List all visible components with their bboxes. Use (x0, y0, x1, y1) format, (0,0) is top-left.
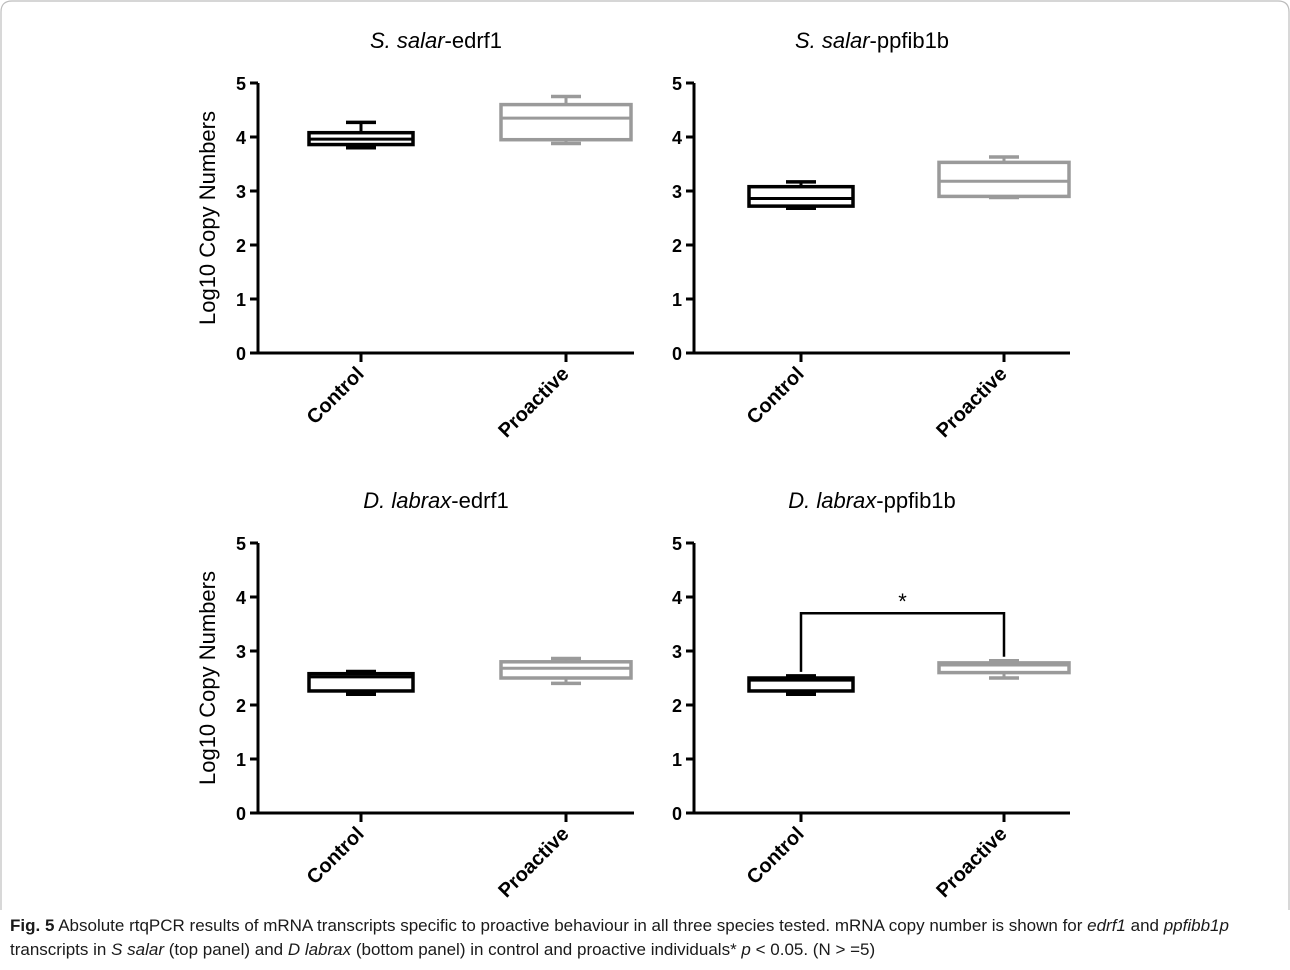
y-tick-label: 4 (672, 588, 682, 608)
y-tick-label: 2 (672, 236, 682, 256)
x-tick-label: Proactive (932, 363, 1011, 442)
y-tick-label: 5 (236, 74, 246, 94)
caption-species: D labrax (287, 940, 352, 959)
caption-text: (top panel) and (164, 940, 288, 959)
y-tick-label: 4 (672, 128, 682, 148)
figure-border (0, 0, 1290, 910)
y-tick-label: 1 (672, 290, 682, 310)
y-tick-label: 4 (236, 128, 246, 148)
y-tick-label: 3 (236, 642, 246, 662)
box-control (307, 120, 415, 150)
chart-panel-1: S. salar-edrf1 Log10 Copy Numbers 0 1 2 3 4 5 Co… (195, 28, 634, 442)
chart-title-gene: -edrf1 (445, 28, 502, 53)
chart-title: D. labrax-ppfib1b (788, 488, 956, 513)
x-tick-label: Control (303, 363, 369, 429)
x-tick-label: Proactive (494, 823, 573, 902)
y-tick-label: 3 (672, 182, 682, 202)
chart-title-species: S. salar (795, 28, 871, 53)
box-iqr (499, 660, 633, 680)
box-control (747, 674, 855, 696)
box-iqr (499, 102, 633, 142)
chart-panel-4: D. labrax-ppfib1b 0 1 2 3 4 5 Control Proactive * (672, 488, 1071, 902)
box-control (747, 180, 855, 211)
chart-title-gene: -ppfib1b (876, 488, 956, 513)
chart-title-species: D. labrax (363, 488, 452, 513)
y-tick-label: 2 (236, 236, 246, 256)
caption-gene: edrf1 (1087, 916, 1126, 935)
box-iqr (747, 184, 855, 208)
y-axis-label: Log10 Copy Numbers (195, 111, 220, 325)
caption-p-symbol: p (741, 940, 751, 959)
significance-marker: * (898, 589, 907, 614)
caption-text: and (1125, 916, 1164, 935)
caption-fig-label: Fig. 5 (10, 916, 55, 935)
caption-text: (bottom panel) in control and proactive … (351, 940, 742, 959)
box-control (307, 669, 415, 696)
box-proactive (499, 656, 633, 686)
y-tick-label: 5 (672, 74, 682, 94)
y-tick-label: 0 (236, 344, 246, 364)
caption-text: transcripts in (10, 940, 112, 959)
chart-title: S. salar-ppfib1b (795, 28, 949, 53)
chart-panel-3: D. labrax-edrf1 Log10 Copy Numbers 0 1 2 3 4 5 C… (195, 488, 634, 902)
y-axis-label: Log10 Copy Numbers (195, 571, 220, 785)
chart-title-gene: -ppfib1b (870, 28, 950, 53)
x-tick-label: Control (303, 823, 369, 889)
x-tick-label: Proactive (494, 363, 573, 442)
y-tick-label: 3 (672, 642, 682, 662)
y-tick-label: 2 (236, 696, 246, 716)
chart-title-species: S. salar (370, 28, 446, 53)
y-tick-label: 4 (236, 588, 246, 608)
chart-panel-2: S. salar-ppfib1b 0 1 2 3 4 5 Control Proactive (672, 28, 1071, 442)
y-tick-label: 3 (236, 182, 246, 202)
x-tick-label: Control (743, 823, 809, 889)
caption-species: S salar (111, 940, 165, 959)
y-tick-label: 0 (672, 804, 682, 824)
x-tick-label: Proactive (932, 823, 1011, 902)
chart-title-species: D. labrax (788, 488, 877, 513)
y-tick-label: 5 (236, 534, 246, 554)
y-tick-label: 0 (236, 804, 246, 824)
box-iqr (937, 160, 1071, 199)
y-tick-label: 1 (236, 750, 246, 770)
y-tick-label: 0 (672, 344, 682, 364)
caption-gene: ppfibb1p (1163, 916, 1229, 935)
x-tick-label: Control (743, 363, 809, 429)
box-proactive (937, 658, 1071, 680)
y-tick-label: 5 (672, 534, 682, 554)
box-proactive (499, 94, 633, 146)
box-proactive (937, 155, 1071, 200)
caption-text: < 0.05. (N > =5) (750, 940, 876, 959)
figure-caption: Fig. 5 Absolute rtqPCR results of mRNA t… (10, 914, 1280, 962)
box-iqr (937, 661, 1071, 675)
chart-title-gene: -edrf1 (451, 488, 508, 513)
caption-text: Absolute rtqPCR results of mRNA transcri… (54, 916, 1088, 935)
significance-bracket (799, 611, 1006, 672)
y-tick-label: 1 (236, 290, 246, 310)
chart-title: D. labrax-edrf1 (363, 488, 509, 513)
y-tick-label: 1 (672, 750, 682, 770)
chart-title: S. salar-edrf1 (370, 28, 502, 53)
y-tick-label: 2 (672, 696, 682, 716)
